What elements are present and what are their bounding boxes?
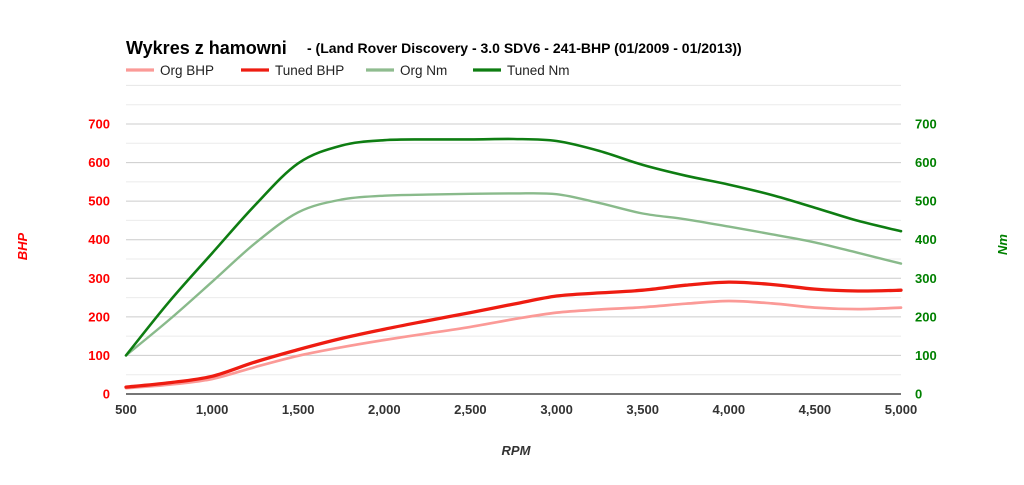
svg-text:RPM: RPM [502, 443, 532, 458]
svg-text:0: 0 [103, 387, 110, 402]
svg-text:4,000: 4,000 [713, 402, 746, 417]
svg-text:300: 300 [915, 271, 937, 286]
svg-text:BHP: BHP [15, 232, 30, 260]
svg-text:5,000: 5,000 [885, 402, 918, 417]
svg-text:500: 500 [115, 402, 137, 417]
svg-text:2,500: 2,500 [454, 402, 487, 417]
svg-text:2,000: 2,000 [368, 402, 401, 417]
svg-text:500: 500 [915, 194, 937, 209]
svg-text:1,000: 1,000 [196, 402, 229, 417]
svg-text:3,000: 3,000 [540, 402, 573, 417]
svg-text:- (Land Rover Discovery - 3.0: - (Land Rover Discovery - 3.0 SDV6 - 241… [307, 40, 742, 56]
svg-text:700: 700 [88, 117, 110, 132]
svg-text:0: 0 [915, 387, 922, 402]
svg-text:500: 500 [88, 194, 110, 209]
svg-text:300: 300 [88, 271, 110, 286]
svg-text:Nm: Nm [995, 234, 1010, 255]
svg-text:100: 100 [915, 348, 937, 363]
svg-text:Wykres z hamowni: Wykres z hamowni [126, 38, 287, 58]
svg-text:4,500: 4,500 [799, 402, 832, 417]
svg-text:400: 400 [88, 232, 110, 247]
svg-text:600: 600 [915, 155, 937, 170]
svg-text:Org Nm: Org Nm [400, 63, 447, 78]
svg-text:600: 600 [88, 155, 110, 170]
svg-text:100: 100 [88, 348, 110, 363]
svg-text:200: 200 [915, 309, 937, 324]
svg-text:700: 700 [915, 117, 937, 132]
svg-text:400: 400 [915, 232, 937, 247]
svg-text:Tuned BHP: Tuned BHP [275, 63, 344, 78]
svg-text:Tuned Nm: Tuned Nm [507, 63, 570, 78]
svg-text:3,500: 3,500 [626, 402, 659, 417]
svg-text:200: 200 [88, 309, 110, 324]
svg-text:1,500: 1,500 [282, 402, 315, 417]
svg-text:Org BHP: Org BHP [160, 63, 214, 78]
